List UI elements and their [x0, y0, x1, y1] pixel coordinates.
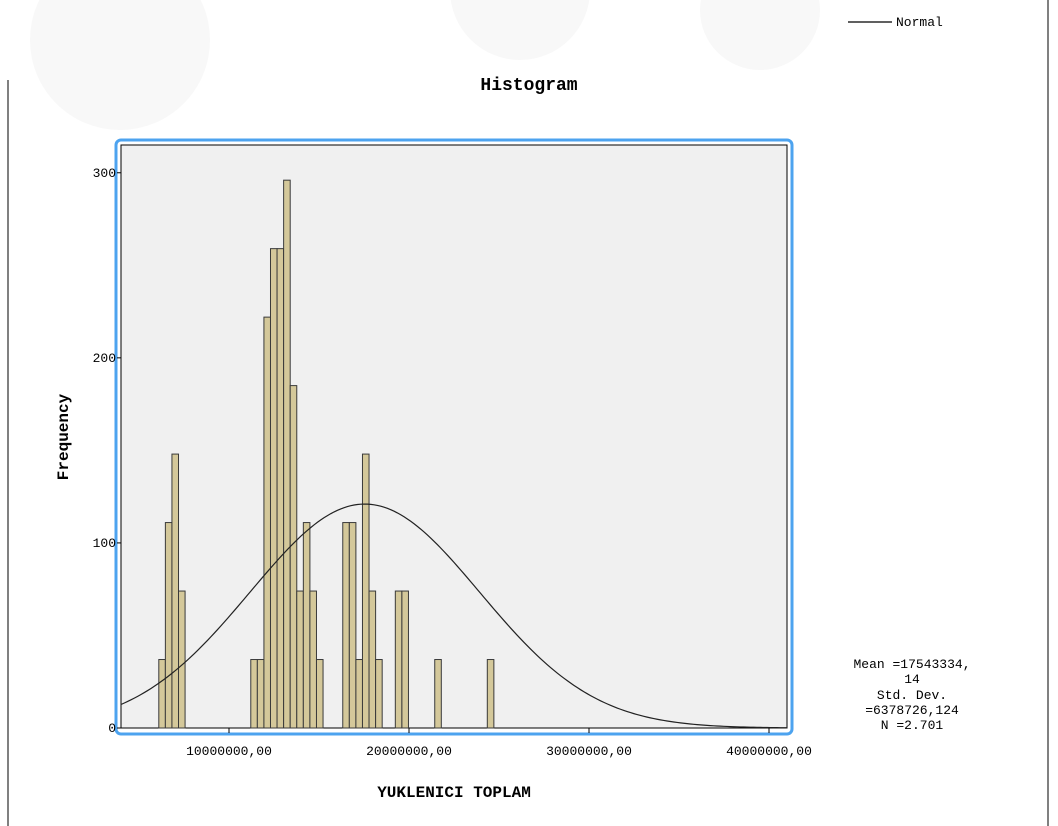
- histogram-bar-24: [486, 659, 495, 729]
- y-axis-title: Frequency: [55, 393, 73, 480]
- plot-area: [120, 144, 788, 729]
- histogram-bar-21: [394, 590, 403, 729]
- stats-sd-label: Std. Dev.: [877, 688, 947, 703]
- stats-mean-line: Mean =17543334,: [853, 657, 970, 672]
- histogram-bar-4: [250, 659, 258, 729]
- x-tick-label-0: 10000000,00: [186, 744, 272, 759]
- stats-block: Mean =17543334, 14 Std. Dev. =6378726,12…: [853, 657, 970, 733]
- histogram-bar-9: [283, 179, 291, 729]
- y-tick-label-2: 200: [93, 351, 116, 366]
- y-tick-label-1: 100: [93, 536, 116, 551]
- histogram-bar-18: [361, 453, 370, 729]
- y-axis: 0 100 200 300: [93, 166, 121, 736]
- histogram-bar-17: [355, 659, 363, 729]
- histogram-bar-5: [256, 659, 265, 729]
- histogram-bar-7: [269, 248, 278, 729]
- y-tick-label-0: 0: [108, 721, 116, 736]
- histogram-bar-19: [368, 590, 377, 729]
- stats-sd-value: =6378726,124: [865, 703, 959, 718]
- histogram-bar-15: [342, 522, 350, 729]
- normal-curve-line: [120, 503, 788, 729]
- legend-normal-label: Normal: [896, 15, 943, 30]
- histogram-bar-10: [289, 385, 298, 729]
- x-tick-label-2: 30000000,00: [546, 744, 632, 759]
- histogram-bar-1: [164, 522, 173, 729]
- histogram-bar-16: [348, 522, 357, 729]
- histogram-bar-11: [296, 590, 304, 729]
- stats-n: N =2.701: [881, 718, 944, 733]
- chart-selection-border[interactable]: [114, 138, 794, 736]
- histogram-bar-2: [171, 453, 180, 729]
- y-tick-label-3: 300: [93, 166, 116, 181]
- histogram-bar-14: [315, 659, 324, 729]
- histogram-bar-6: [263, 316, 271, 729]
- histogram-bar-20: [375, 659, 383, 729]
- x-axis-title: YUKLENICI TOPLAM: [377, 784, 531, 802]
- x-tick-label-3: 40000000,00: [726, 744, 812, 759]
- watermark: [30, 0, 820, 130]
- stats-mean-cont: 14: [904, 672, 920, 687]
- legend: Normal: [848, 15, 943, 30]
- histogram-bar-23: [434, 659, 442, 729]
- histogram-bar-12: [302, 522, 311, 729]
- histogram-bar-22: [401, 590, 409, 729]
- x-axis: 10000000,00 20000000,00 30000000,00 4000000…: [186, 728, 812, 759]
- histogram-bar-3: [178, 590, 186, 729]
- bars-layer: [158, 179, 495, 729]
- chart-title: Histogram: [480, 76, 577, 96]
- histogram-bar-13: [309, 590, 317, 729]
- histogram-bar-8: [276, 248, 285, 729]
- histogram-bar-0: [158, 659, 166, 729]
- x-tick-label-1: 20000000,00: [366, 744, 452, 759]
